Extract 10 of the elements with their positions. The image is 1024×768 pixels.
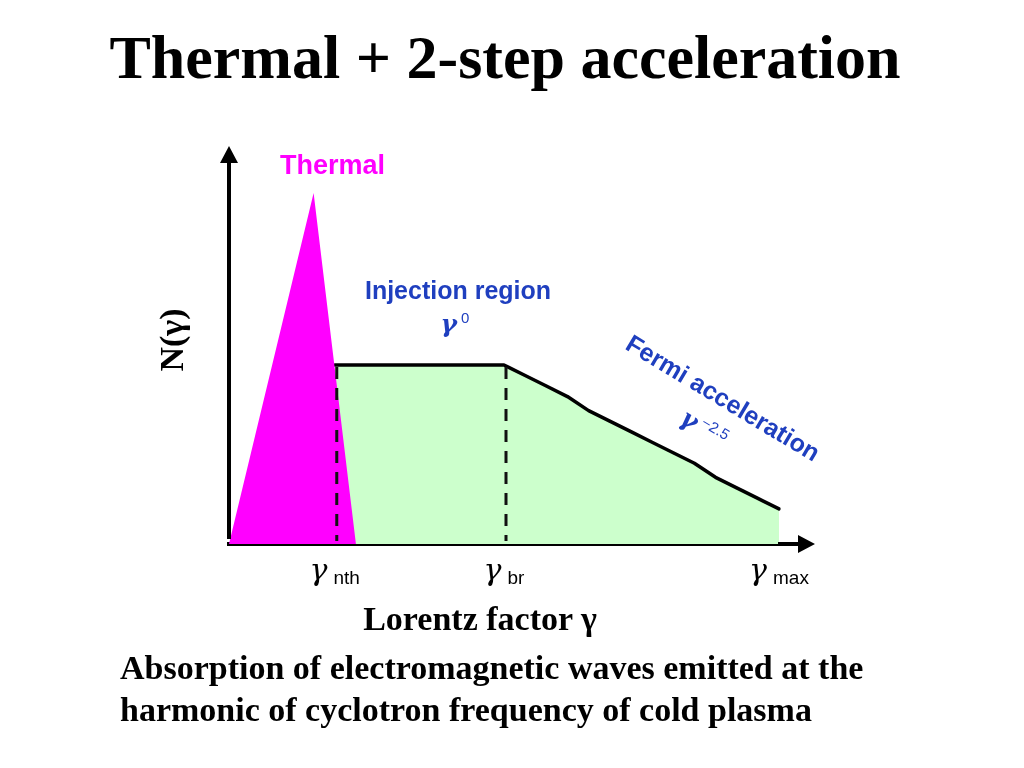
- series-label: Thermal: [280, 149, 386, 181]
- x-tick-label: γ$_{max}$: [749, 552, 809, 589]
- x-axis-title: Lorentz factor γ: [363, 600, 597, 638]
- annotation: Injection region: [364, 275, 552, 305]
- x-tick-label: γ$_{nth}$: [309, 552, 360, 589]
- y-axis-title: N(γ): [153, 308, 191, 372]
- text: Absorption of electromagnetic waves emitted at the harmonic of cyclotron frequency of cold plasma: [120, 648, 865, 730]
- annotation: γ$^{0}$: [440, 308, 470, 338]
- x-tick-label: γ$_{br}$: [483, 552, 525, 589]
- chart-title: Thermal + 2-step acceleration: [108, 22, 902, 93]
